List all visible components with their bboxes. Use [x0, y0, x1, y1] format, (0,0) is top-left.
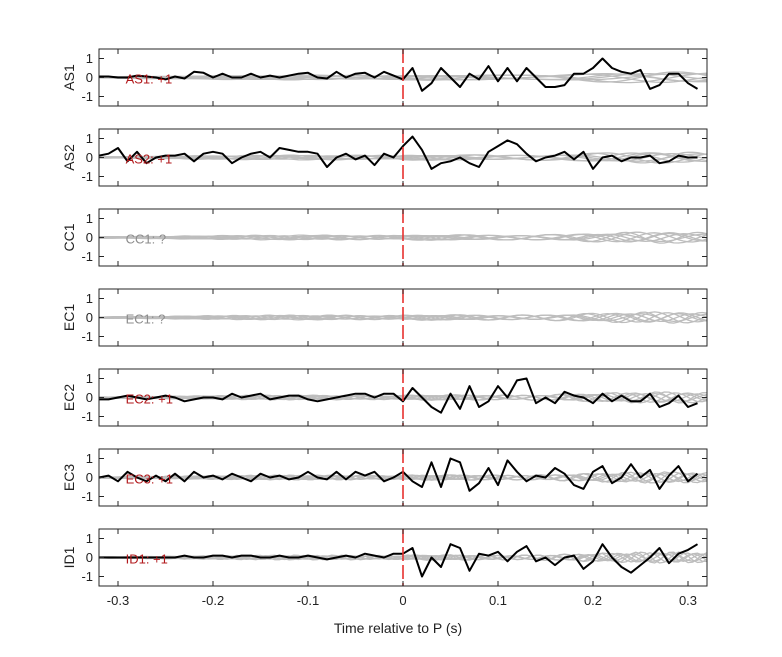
- y-tick-label: 0: [86, 390, 93, 405]
- panel-ec2: 1 0 -1 EC2 EC2: +1: [61, 368, 708, 427]
- station-label: EC2: [61, 384, 77, 411]
- station-label: EC3: [61, 464, 77, 491]
- y-tick-label: 0: [86, 470, 93, 485]
- panel-ec1: 1 0 -1 EC1 EC1: ?: [61, 288, 708, 347]
- station-label: EC1: [61, 304, 77, 331]
- station-label: AS1: [61, 64, 77, 91]
- x-axis-label: Time relative to P (s): [334, 620, 462, 636]
- main-trace: [99, 457, 699, 492]
- y-tick-label: 1: [86, 211, 93, 226]
- y-tick-label: 1: [86, 451, 93, 466]
- y-tick-label: -1: [81, 169, 93, 184]
- y-tick-label: -1: [81, 89, 93, 104]
- y-tick-label: -1: [81, 489, 93, 504]
- y-tick-label: 0: [86, 230, 93, 245]
- x-tick-label: 0: [399, 593, 406, 608]
- panel-as2: 1 0 -1 AS2 AS2: +1: [61, 128, 708, 187]
- y-tick-label: 0: [86, 70, 93, 85]
- x-tick-label: 0.3: [679, 593, 697, 608]
- x-tick-label: -0.1: [297, 593, 319, 608]
- main-trace: [99, 57, 699, 92]
- y-tick-label: 1: [86, 131, 93, 146]
- y-tick-label: 1: [86, 291, 93, 306]
- y-tick-label: -1: [81, 409, 93, 424]
- x-tick-label: -0.3: [107, 593, 129, 608]
- station-label: AS2: [61, 144, 77, 171]
- polarity-label: EC3: +1: [126, 471, 173, 486]
- panel-cc1: 1 0 -1 CC1 CC1: ?: [61, 208, 708, 267]
- station-label: CC1: [61, 223, 77, 251]
- polarity-label: AS2: +1: [126, 151, 173, 166]
- y-tick-label: -1: [81, 329, 93, 344]
- polarity-label: AS1: +1: [126, 71, 173, 86]
- x-tick-label: 0.1: [489, 593, 507, 608]
- x-axis: -0.3 -0.2 -0.1 0 0.1 0.2 0.3: [107, 593, 697, 608]
- main-trace: [99, 377, 698, 414]
- polarity-label: CC1: ?: [126, 231, 166, 246]
- polarity-label: ID1: +1: [126, 551, 168, 566]
- polarity-label: EC1: ?: [126, 311, 166, 326]
- panel-id1: 1 0 -1 ID1 ID1: +1: [61, 528, 708, 587]
- y-tick-label: 0: [86, 310, 93, 325]
- y-tick-label: 1: [86, 371, 93, 386]
- y-tick-label: 1: [86, 531, 93, 546]
- panels: 1 0 -1 AS1 AS1: +1 1 0 -1 AS2 AS2: +1 1 0 -1 CC1 CC1: …: [61, 48, 708, 587]
- y-tick-label: 0: [86, 550, 93, 565]
- y-tick-label: 1: [86, 51, 93, 66]
- station-label: ID1: [61, 546, 77, 568]
- panel-as1: 1 0 -1 AS1 AS1: +1: [61, 48, 708, 107]
- main-trace: [99, 543, 699, 578]
- main-trace: [99, 135, 698, 170]
- x-tick-label: 0.2: [584, 593, 602, 608]
- x-tick-label: -0.2: [202, 593, 224, 608]
- polarity-label: EC2: +1: [126, 391, 173, 406]
- y-tick-label: 0: [86, 150, 93, 165]
- y-tick-label: -1: [81, 249, 93, 264]
- panel-ec3: 1 0 -1 EC3 EC3: +1: [61, 448, 708, 507]
- y-tick-label: -1: [81, 569, 93, 584]
